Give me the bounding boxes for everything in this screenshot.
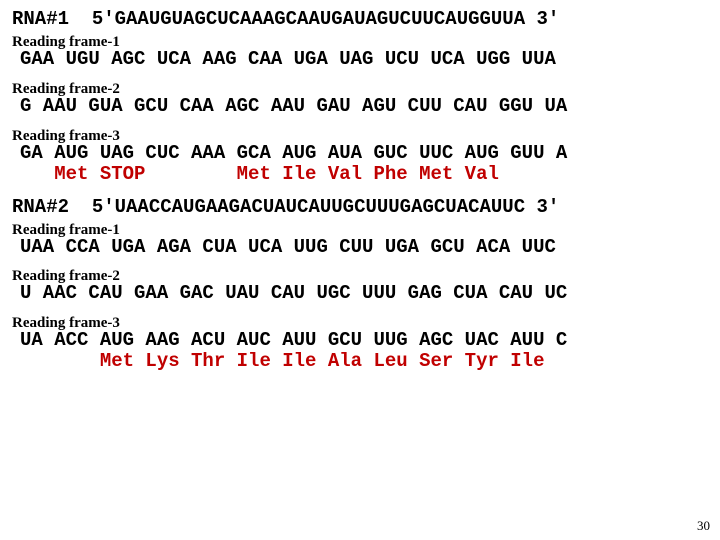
rna2-frame3-amino: Met Lys Thr Ile Ile Ala Leu Ser Tyr Ile — [20, 352, 708, 371]
rna2-frame2-codons: U AAC CAU GAA GAC UAU CAU UGC UUU GAG CU… — [20, 283, 708, 305]
rna1-sequence: 5'GAAUGUAGCUCAAAGCAAUGAUAGUCUUCAUGGUUA 3… — [92, 8, 559, 30]
page-number: 30 — [697, 518, 710, 534]
rna2-frame1-codons: UAA CCA UGA AGA CUA UCA UUG CUU UGA GCU … — [20, 237, 708, 259]
rna2-label: RNA#2 — [12, 196, 69, 218]
rna1-frame3-codons: GA AUG UAG CUC AAA GCA AUG AUA GUC UUC A… — [20, 143, 708, 165]
rna2-header: RNA#2 5'UAACCAUGAAGACUAUCAUUGCUUUGAGCUAC… — [12, 196, 708, 218]
rna1-frame3-amino: Met STOP Met Ile Val Phe Met Val — [20, 165, 708, 184]
rna1-frame2-codons: G AAU GUA GCU CAA AGC AAU GAU AGU CUU CA… — [20, 96, 708, 118]
rna2-frame3-codons: UA ACC AUG AAG ACU AUC AUU GCU UUG AGC U… — [20, 330, 708, 352]
rna1-header: RNA#1 5'GAAUGUAGCUCAAAGCAAUGAUAGUCUUCAUG… — [12, 8, 708, 30]
rna1-label: RNA#1 — [12, 8, 69, 30]
rna1-frame1-codons: GAA UGU AGC UCA AAG CAA UGA UAG UCU UCA … — [20, 49, 708, 71]
rna2-sequence: 5'UAACCAUGAAGACUAUCAUUGCUUUGAGCUACAUUC 3… — [92, 196, 559, 218]
